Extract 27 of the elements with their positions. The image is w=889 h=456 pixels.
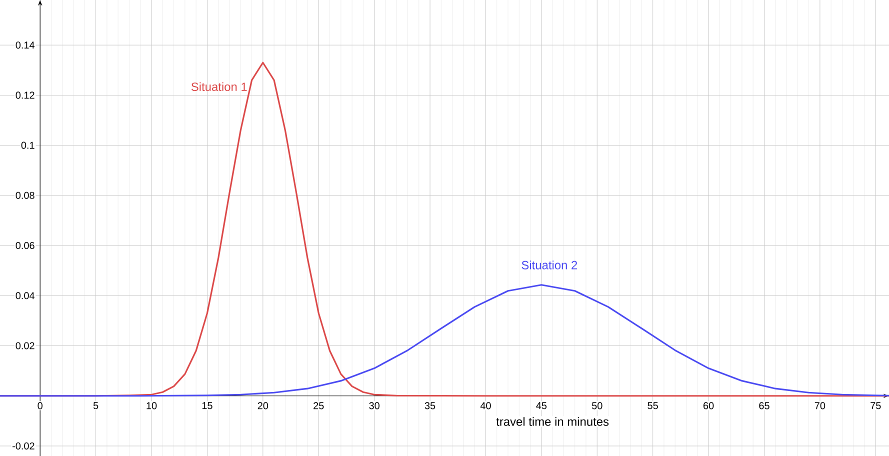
x-tick-label: 55 — [648, 402, 658, 410]
y-tick-label: 0.04 — [16, 292, 34, 300]
x-tick-label: 35 — [424, 402, 436, 410]
x-axis-title: travel time in minutes — [496, 417, 609, 426]
y-tick-label: 0.02 — [16, 342, 34, 350]
y-tick-label: 0.06 — [16, 242, 34, 250]
x-tick-label: 45 — [536, 402, 547, 410]
x-tick-label: 30 — [369, 402, 380, 410]
x-tick-label: 65 — [759, 402, 770, 410]
x-tick-label: 60 — [703, 402, 714, 410]
x-tick-label: 10 — [146, 402, 157, 410]
x-tick-label: 5 — [93, 402, 98, 410]
series-label: Situation 1 — [191, 82, 247, 92]
y-tick-label: 0.08 — [16, 192, 34, 199]
x-tick-label: 50 — [592, 402, 602, 410]
x-tick-label: 25 — [314, 402, 324, 410]
x-tick-label: 0 — [38, 402, 42, 410]
x-tick-label: 20 — [258, 402, 268, 410]
y-tick-label: 0.14 — [16, 42, 34, 49]
x-tick-label: 75 — [870, 402, 881, 410]
x-tick-label: 40 — [480, 402, 491, 410]
y-tick-label: 0.12 — [16, 92, 34, 99]
series-label: Situation 2 — [522, 260, 578, 270]
x-tick-label: 70 — [814, 402, 826, 410]
x-tick-label: 15 — [202, 402, 212, 410]
y-tick-label: 0.1 — [21, 142, 34, 149]
y-tick-label: -0.02 — [12, 442, 34, 450]
